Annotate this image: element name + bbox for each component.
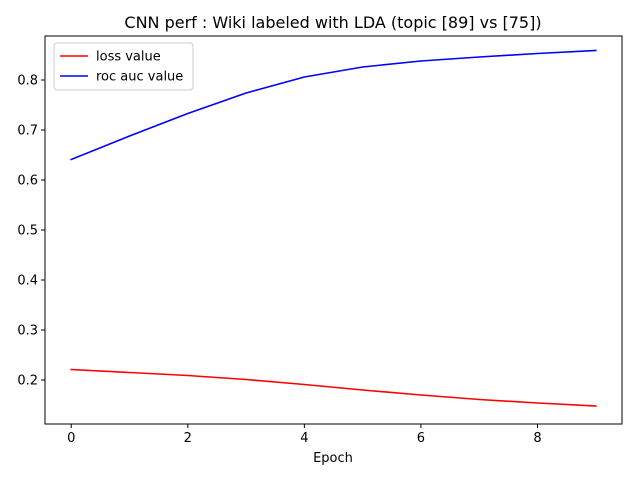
legend-label-0: loss value	[96, 50, 161, 65]
x-tick-label: 8	[533, 431, 541, 446]
x-tick-label: 4	[300, 431, 308, 446]
legend: loss value roc auc value	[53, 42, 194, 91]
y-tick-label: 0.5	[17, 224, 38, 239]
x-tick-label: 2	[184, 431, 192, 446]
y-tick-label: 0.3	[17, 324, 38, 339]
x-axis: 0 2 4 6 8	[67, 424, 542, 446]
chart-title: CNN perf : Wiki labeled with LDA (topic …	[124, 13, 541, 32]
x-tick-label: 0	[67, 431, 75, 446]
y-tick-label: 0.7	[17, 124, 38, 139]
y-tick-label: 0.2	[17, 374, 38, 389]
legend-label-1: roc auc value	[96, 70, 183, 85]
x-tick-label: 6	[417, 431, 425, 446]
legend-box	[53, 42, 194, 91]
series-line-1	[70, 49, 597, 161]
y-tick-label: 0.8	[17, 74, 38, 89]
y-tick-label: 0.4	[17, 274, 38, 289]
y-tick-label: 0.6	[17, 174, 38, 189]
series-line-0	[70, 368, 597, 407]
y-axis: 0.2 0.3 0.4 0.5 0.6 0.7 0.8	[17, 74, 45, 389]
series-layer	[70, 49, 597, 407]
plot-frame	[44, 35, 623, 425]
x-axis-label: Epoch	[313, 451, 353, 466]
